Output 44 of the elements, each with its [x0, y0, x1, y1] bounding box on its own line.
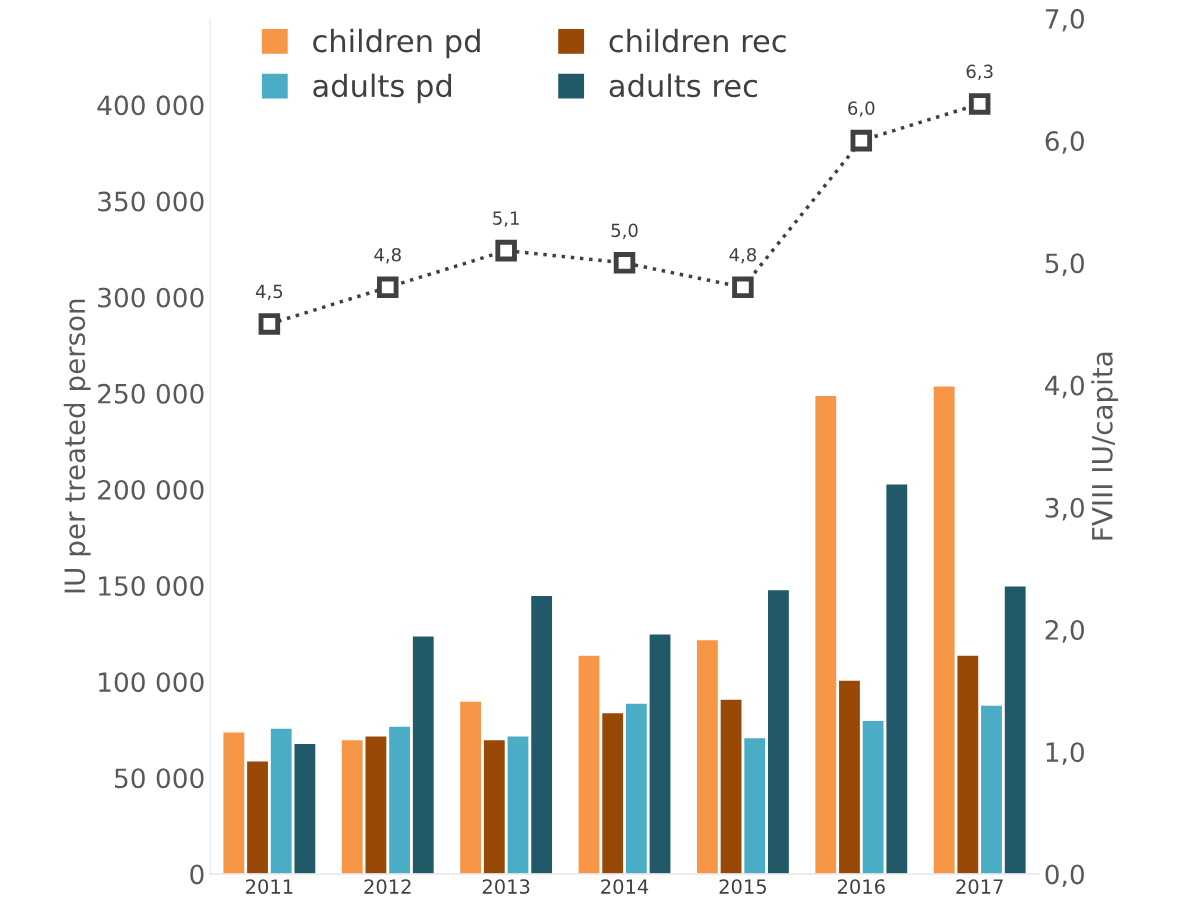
y-tick-label: 50 000: [115, 768, 204, 789]
x-tick-label: 2014: [601, 879, 649, 894]
data-label: 4,8: [374, 247, 401, 264]
y2-tick-label: 2,0: [1045, 619, 1084, 643]
x-tick-label: 2013: [482, 879, 530, 894]
y-tick-label: 400 000: [97, 95, 204, 116]
y-tick-label: 350 000: [98, 191, 204, 212]
legend-label: adults rec: [609, 73, 757, 98]
y-tick-label: 250 000: [98, 383, 204, 404]
y2-tick-label: 6,0: [1045, 131, 1084, 154]
x-tick-label: 2015: [719, 879, 766, 894]
y-tick-label: 100 000: [99, 672, 204, 693]
y2-tick-label: 5,0: [1045, 253, 1084, 276]
y-tick-label: 300 000: [98, 287, 204, 308]
point: [613, 252, 636, 274]
y2-tick-label: 3,0: [1045, 497, 1084, 521]
data-label: 4,5: [255, 284, 283, 301]
y-tick-label: 150 000: [99, 576, 204, 596]
y2-axis-title: FVIII IU/capita: [1091, 352, 1119, 540]
y2-tick-label: 1,0: [1046, 742, 1084, 765]
point: [968, 93, 991, 115]
data-label: 5,1: [493, 211, 519, 227]
point: [732, 276, 754, 299]
data-label: 6,0: [848, 101, 875, 117]
legend-label: children rec: [609, 28, 786, 53]
point: [376, 276, 399, 299]
data-label: 4,8: [729, 247, 757, 264]
y-tick-label: 200 000: [98, 479, 204, 500]
x-tick-label: 2011: [246, 879, 293, 894]
point: [850, 129, 873, 152]
y2-tick-label: 7,0: [1045, 8, 1084, 32]
y-axis-title: IU per treated person: [63, 299, 91, 593]
y2-tick-label: 0,0: [1045, 864, 1084, 888]
point: [258, 313, 281, 335]
point: [495, 239, 517, 262]
y2-tick-label: 4,0: [1045, 375, 1084, 399]
data-label: 5,0: [611, 223, 638, 239]
data-label: 6,3: [966, 64, 993, 81]
x-tick-label: 2016: [837, 879, 885, 894]
x-tick-label: 2012: [364, 879, 411, 894]
legend-label: children pd: [313, 28, 480, 59]
legend-label: adults pd: [313, 73, 452, 104]
x-tick-label: 2017: [956, 879, 1003, 894]
y-tick-label: 0: [190, 864, 204, 885]
